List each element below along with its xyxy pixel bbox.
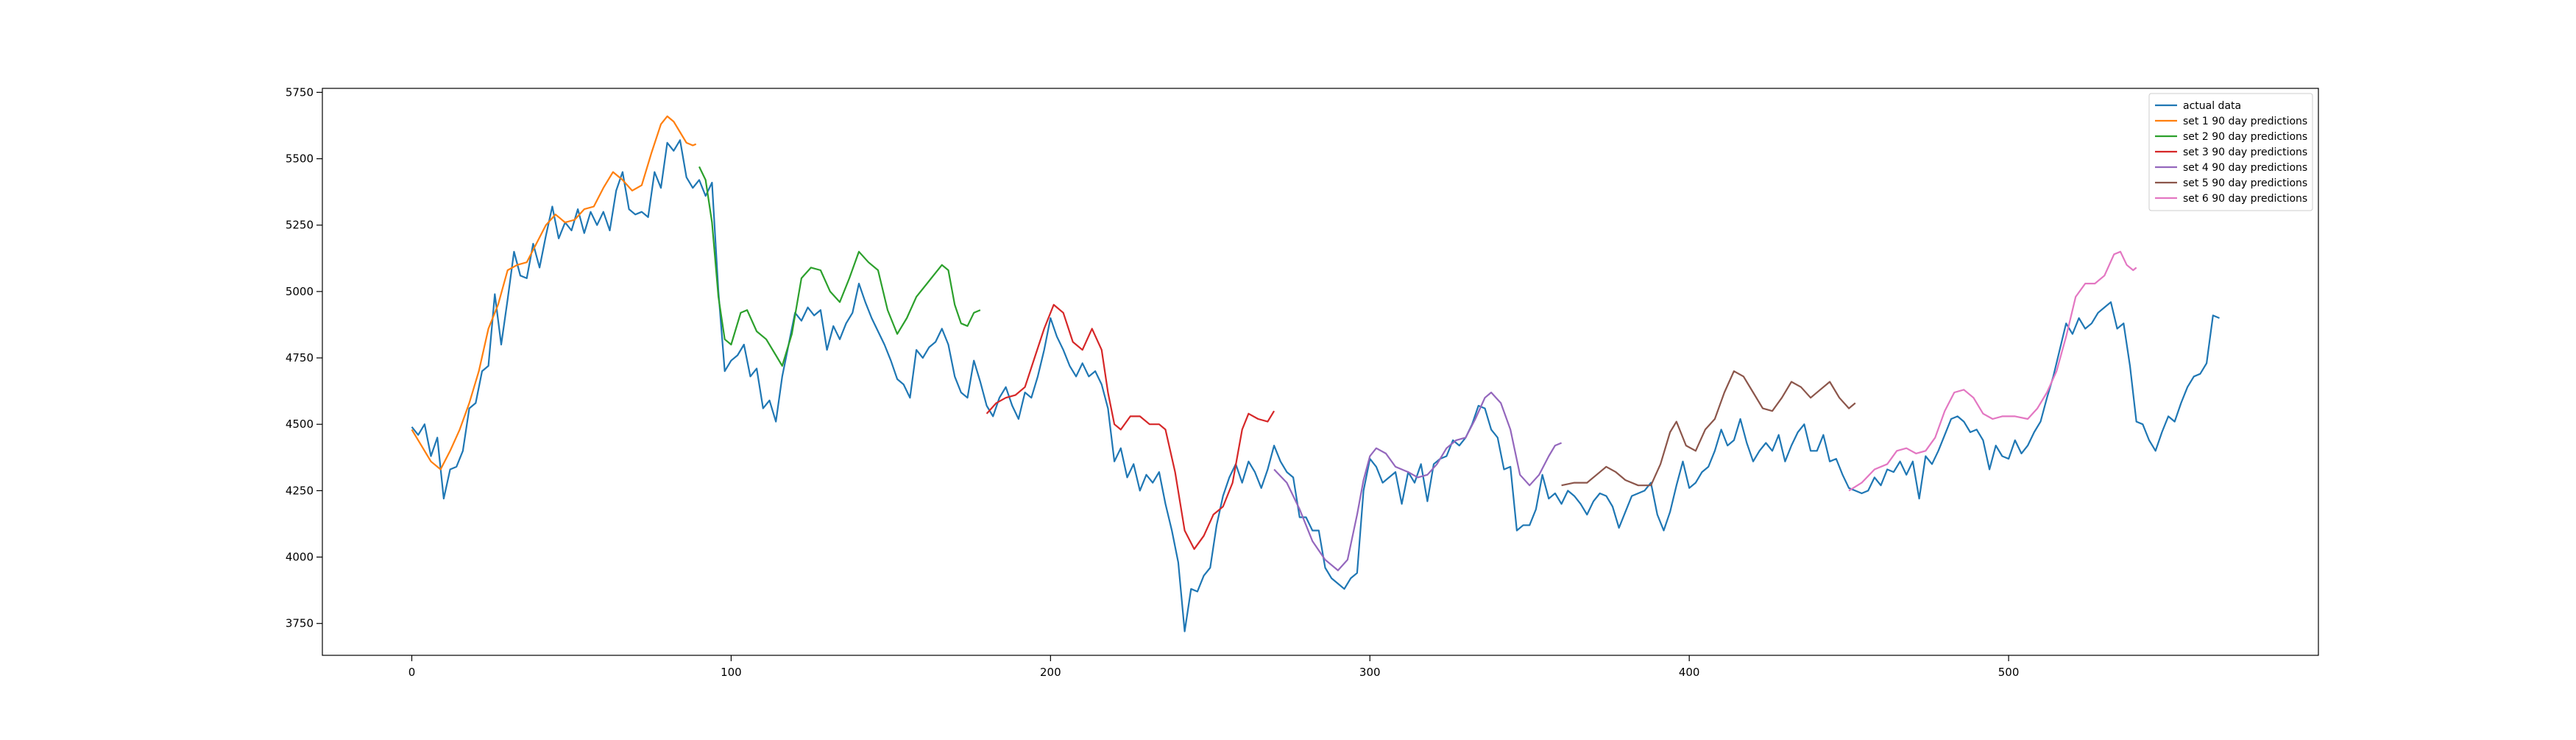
legend-box xyxy=(2148,93,2313,211)
x-tick-label: 400 xyxy=(1679,666,1700,679)
legend-label-3: set 2 90 day predictions xyxy=(2183,131,2307,143)
series-line-4 xyxy=(986,303,1275,550)
series-line-1 xyxy=(411,139,2220,632)
legend-label-4: set 3 90 day predictions xyxy=(2183,147,2307,158)
legend-label-1: actual data xyxy=(2183,100,2241,112)
legend-label-2: set 1 90 day predictions xyxy=(2183,116,2307,127)
y-tick-label: 3750 xyxy=(286,617,314,630)
y-tick-label: 4500 xyxy=(286,417,314,431)
legend-label-7: set 6 90 day predictions xyxy=(2183,193,2307,205)
y-tick-label: 4250 xyxy=(286,484,314,497)
x-tick-label: 300 xyxy=(1359,666,1381,679)
y-tick-label: 5250 xyxy=(286,219,314,232)
legend-label-6: set 5 90 day predictions xyxy=(2183,177,2307,189)
x-tick-label: 0 xyxy=(408,666,416,679)
legend: actual data set 1 90 day predictions set 2… xyxy=(2148,93,2313,211)
y-tick-label: 5750 xyxy=(286,85,314,99)
series-line-7 xyxy=(1848,250,2137,492)
series-line-6 xyxy=(1561,370,1856,487)
y-tick-label: 4750 xyxy=(286,351,314,364)
y-tick-label: 5000 xyxy=(286,285,314,298)
y-axis: 3750 4000 4250 4500 4750 5000 5250 5500 5750 xyxy=(286,85,322,630)
legend-label-5: set 4 90 day predictions xyxy=(2183,162,2307,174)
plot-frame xyxy=(322,88,2319,656)
x-tick-label: 200 xyxy=(1040,666,1061,679)
x-tick-label: 100 xyxy=(721,666,742,679)
y-tick-label: 5500 xyxy=(286,152,314,166)
y-tick-label: 4000 xyxy=(286,551,314,564)
x-tick-label: 500 xyxy=(1998,666,2020,679)
series-line-5 xyxy=(1273,391,1563,571)
series-layer xyxy=(411,115,2220,632)
series-line-3 xyxy=(698,166,981,367)
series-line-2 xyxy=(411,115,697,471)
x-axis: 0 100 200 300 400 500 xyxy=(408,655,2020,679)
